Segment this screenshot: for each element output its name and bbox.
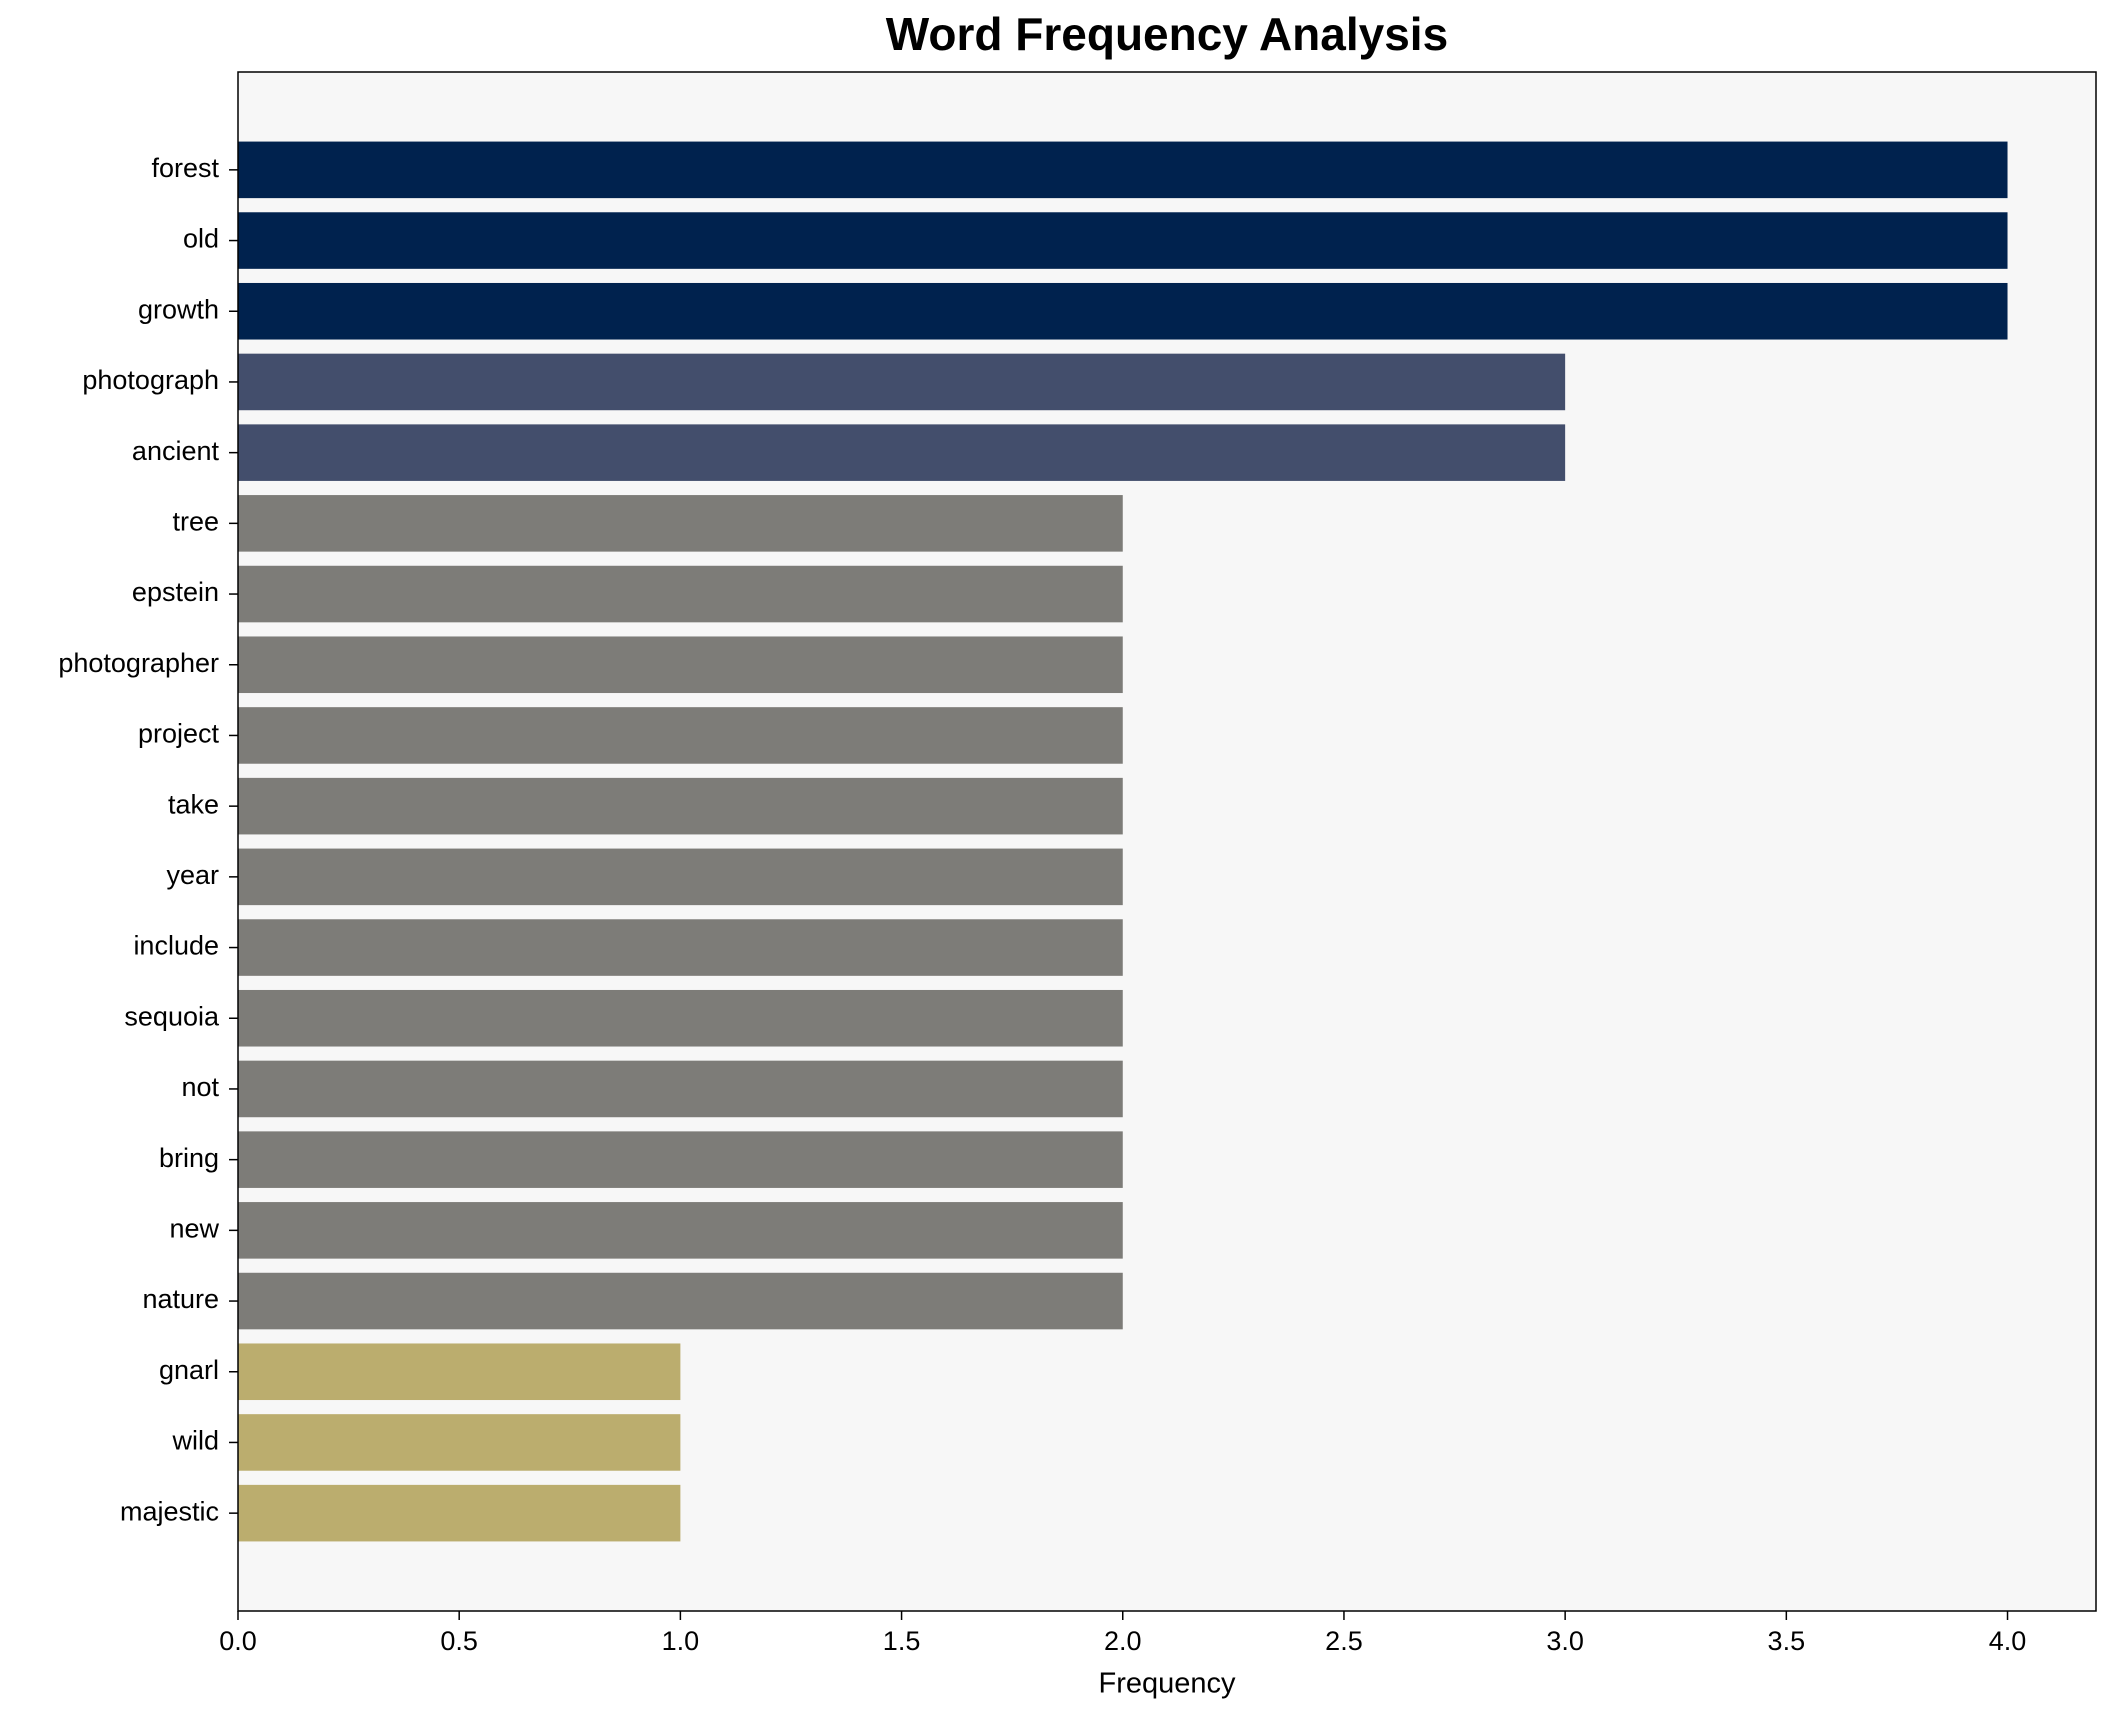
y-tick-label: wild (171, 1426, 219, 1456)
y-tick-label: include (133, 931, 219, 961)
y-tick-label: old (183, 224, 219, 254)
x-axis-label: Frequency (1098, 1668, 1236, 1700)
bar (238, 212, 2008, 269)
y-tick-label: photographer (58, 648, 219, 678)
y-tick-label: nature (142, 1284, 219, 1314)
y-tick-label: forest (151, 153, 219, 183)
y-tick-label: ancient (132, 436, 220, 466)
x-tick-label: 2.0 (1104, 1626, 1142, 1656)
bar (238, 1131, 1123, 1188)
y-tick-label: sequoia (124, 1001, 220, 1031)
y-tick-label: growth (138, 294, 219, 324)
x-tick-label: 0.0 (219, 1626, 257, 1656)
bar (238, 1060, 1123, 1118)
x-tick-label: 1.0 (662, 1626, 700, 1656)
y-tick-label: majestic (120, 1496, 219, 1526)
bar (238, 141, 2008, 199)
chart-title: Word Frequency Analysis (886, 8, 1448, 60)
y-tick-label: year (166, 860, 219, 890)
bar (238, 636, 1123, 694)
bar (238, 989, 1123, 1047)
y-tick-label: new (169, 1213, 219, 1243)
y-tick-label: tree (172, 506, 219, 536)
x-tick-label: 4.0 (1989, 1626, 2027, 1656)
x-tick-label: 3.0 (1546, 1626, 1584, 1656)
x-tick-label: 3.5 (1768, 1626, 1806, 1656)
bar (238, 1272, 1123, 1330)
y-tick-label: project (138, 719, 220, 749)
bar (238, 1484, 681, 1542)
bar (238, 707, 1123, 764)
bar (238, 1343, 681, 1401)
bar (238, 848, 1123, 906)
bar (238, 1414, 681, 1471)
bar (238, 353, 1566, 411)
y-tick-label: take (168, 789, 219, 819)
bar (238, 565, 1123, 623)
bar (238, 282, 2008, 340)
y-tick-label: bring (159, 1143, 219, 1173)
x-tick-label: 1.5 (883, 1626, 921, 1656)
bar (238, 1202, 1123, 1259)
plot-frame (237, 71, 2097, 1612)
y-tick-label: gnarl (159, 1355, 219, 1385)
bar (238, 424, 1566, 481)
x-tick-label: 2.5 (1325, 1626, 1363, 1656)
y-tick-label: photograph (82, 365, 219, 395)
bar (238, 777, 1123, 835)
bar (238, 495, 1123, 552)
bar (238, 919, 1123, 976)
y-tick-label: not (181, 1072, 219, 1102)
x-tick-label: 0.5 (440, 1626, 478, 1656)
y-tick-label: epstein (132, 577, 219, 607)
